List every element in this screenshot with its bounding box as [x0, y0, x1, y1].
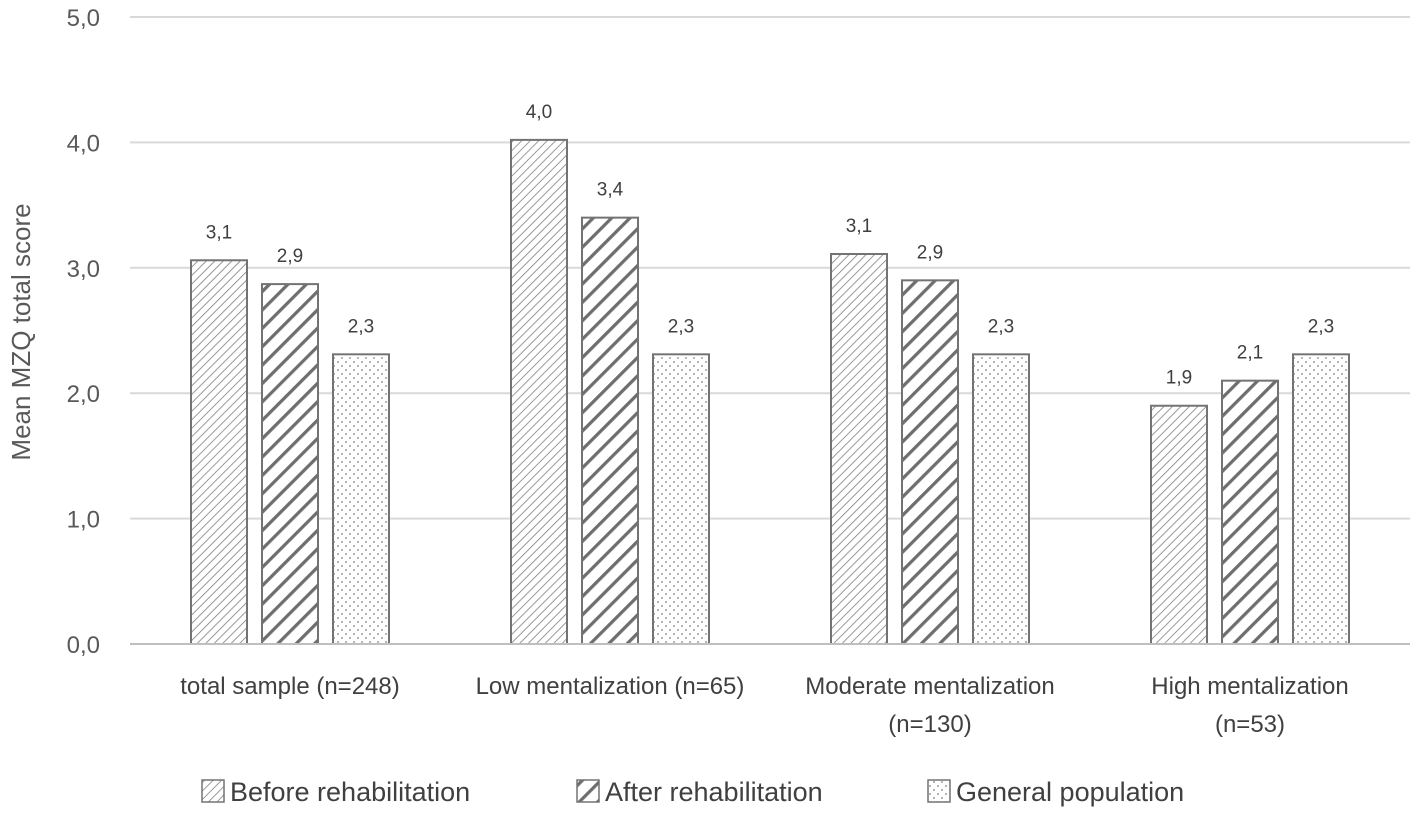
x-category-label: High mentalization — [1151, 673, 1348, 700]
x-category-label: Low mentalization (n=65) — [476, 673, 745, 700]
legend-swatch — [576, 779, 600, 803]
y-tick-label: 4,0 — [67, 130, 100, 157]
y-tick-label: 2,0 — [67, 381, 100, 408]
legend-label: General population — [956, 777, 1184, 807]
data-label: 2,3 — [988, 316, 1014, 337]
data-label: 2,3 — [1308, 316, 1334, 337]
bar-general-population — [1292, 353, 1350, 645]
x-category-label: (n=53) — [1215, 711, 1285, 738]
bar-before-rehabilitation — [190, 259, 248, 645]
bar-before-rehabilitation — [830, 253, 888, 645]
data-label: 2,1 — [1237, 343, 1263, 364]
data-label: 2,9 — [917, 242, 943, 263]
y-axis-label: Mean MZQ total score — [6, 203, 36, 460]
y-tick-label: 5,0 — [67, 5, 100, 32]
bar-before-rehabilitation — [1150, 404, 1208, 645]
x-category-label: total sample (n=248) — [180, 673, 399, 700]
legend: Before rehabilitation After rehabilitatio… — [201, 777, 1184, 807]
x-category-label: Moderate mentalization — [805, 673, 1054, 700]
data-label: 2,3 — [348, 316, 374, 337]
legend-label: Before rehabilitation — [230, 777, 470, 807]
bar-general-population — [652, 353, 710, 645]
legend-swatch — [201, 779, 225, 803]
y-tick-label: 1,0 — [67, 507, 100, 534]
data-label: 3,1 — [206, 222, 232, 243]
data-labels: 3,1 2,9 2,3 4,0 3,4 2,3 3,1 2,9 2,3 1,9 2,1 2,3 — [206, 102, 1334, 389]
bar-after-rehabilitation — [901, 279, 959, 645]
y-axis-ticks: 0,0 1,0 2,0 3,0 4,0 5,0 — [67, 5, 100, 659]
gridlines — [130, 16, 1410, 520]
y-tick-label: 3,0 — [67, 256, 100, 283]
bar-general-population — [332, 353, 390, 645]
data-label: 2,3 — [668, 316, 694, 337]
bars — [190, 138, 1350, 645]
bar-after-rehabilitation — [581, 216, 639, 645]
bar-before-rehabilitation — [510, 138, 568, 645]
x-category-label: (n=130) — [888, 711, 971, 738]
legend-swatch — [927, 779, 951, 803]
data-label: 4,0 — [526, 102, 552, 123]
legend-label: After rehabilitation — [605, 777, 823, 807]
data-label: 1,9 — [1166, 368, 1192, 389]
x-axis-categories: total sample (n=248) Low mentalization (n… — [180, 673, 1348, 738]
bar-after-rehabilitation — [261, 283, 319, 645]
data-label: 3,1 — [846, 216, 872, 237]
data-label: 2,9 — [277, 246, 303, 267]
bar-after-rehabilitation — [1221, 379, 1279, 645]
y-tick-label: 0,0 — [67, 632, 100, 659]
bar-general-population — [972, 353, 1030, 645]
data-label: 3,4 — [597, 180, 624, 201]
